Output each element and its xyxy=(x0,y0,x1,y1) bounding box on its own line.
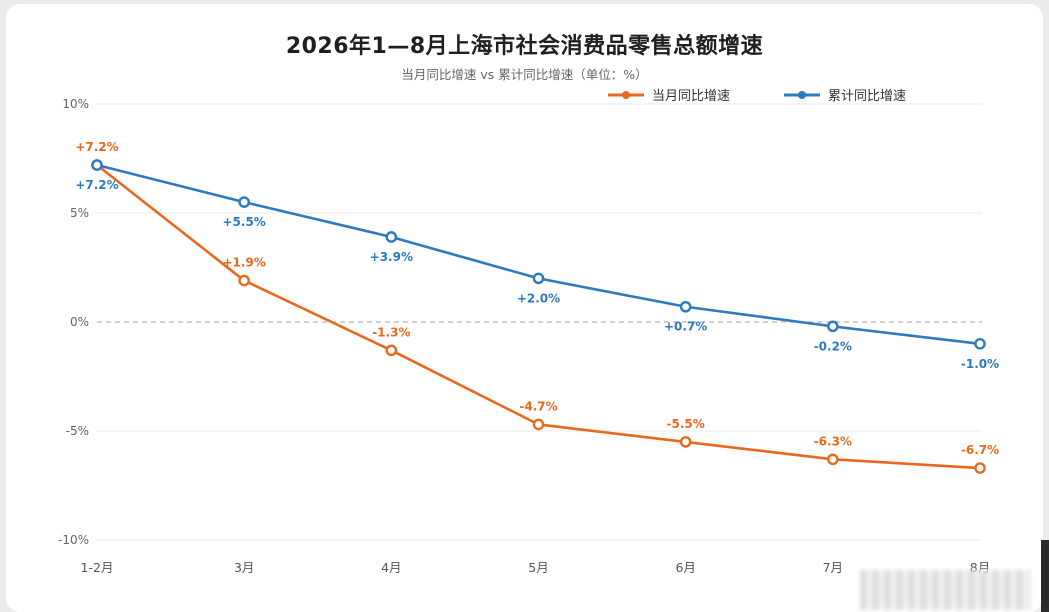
data-point xyxy=(827,453,839,466)
data-label: +3.9% xyxy=(370,250,413,264)
data-point xyxy=(827,320,839,333)
data-point xyxy=(238,274,250,287)
data-label: -6.7% xyxy=(961,443,999,457)
legend-label: 当月同比增速 xyxy=(652,89,730,104)
y-tick-label: 0% xyxy=(70,315,89,329)
data-label: -6.3% xyxy=(814,434,852,448)
x-tick-label: 7月 xyxy=(823,560,843,575)
data-label: -4.7% xyxy=(519,399,557,413)
data-label: +7.2% xyxy=(75,140,118,154)
data-point xyxy=(974,462,986,474)
x-tick-label: 1-2月 xyxy=(81,560,114,575)
data-point xyxy=(385,231,398,243)
window-edge xyxy=(1041,540,1049,612)
series-line-2 xyxy=(95,163,982,346)
data-label: -1.0% xyxy=(961,357,999,371)
y-tick-label: 10% xyxy=(62,97,89,111)
data-label: -5.5% xyxy=(667,417,705,431)
y-tick-label: -5% xyxy=(66,424,89,438)
chart-card xyxy=(6,4,1043,612)
data-label: +5.5% xyxy=(222,215,265,229)
data-label: +0.7% xyxy=(664,320,707,334)
data-label: -1.3% xyxy=(372,325,410,339)
data-point xyxy=(91,159,103,171)
chart-title: 2026年1—8月上海市社会消费品零售总额增速 xyxy=(285,34,764,59)
data-point xyxy=(532,272,545,285)
data-label: -0.2% xyxy=(814,339,852,353)
y-tick-label: 5% xyxy=(70,206,89,220)
chart-subtitle: 当月同比增速 vs 累计同比增速（单位：%） xyxy=(401,67,648,82)
data-label: +1.9% xyxy=(222,256,265,270)
data-label: +7.2% xyxy=(75,178,118,192)
x-tick-label: 5月 xyxy=(528,560,548,575)
data-point xyxy=(679,300,692,313)
y-tick-label: -10% xyxy=(58,533,89,547)
blurred-watermark xyxy=(860,570,1030,610)
data-point xyxy=(532,418,545,431)
legend-swatch-dot xyxy=(798,91,806,99)
x-tick-label: 6月 xyxy=(675,560,695,575)
data-point xyxy=(238,196,250,208)
x-tick-label: 4月 xyxy=(381,560,401,575)
legend-swatch-dot xyxy=(622,91,630,99)
data-point xyxy=(385,344,398,357)
x-tick-label: 3月 xyxy=(234,560,254,575)
data-label: +2.0% xyxy=(517,291,560,305)
legend-label: 累计同比增速 xyxy=(828,89,906,104)
data-point xyxy=(679,436,692,448)
data-point xyxy=(974,337,986,350)
